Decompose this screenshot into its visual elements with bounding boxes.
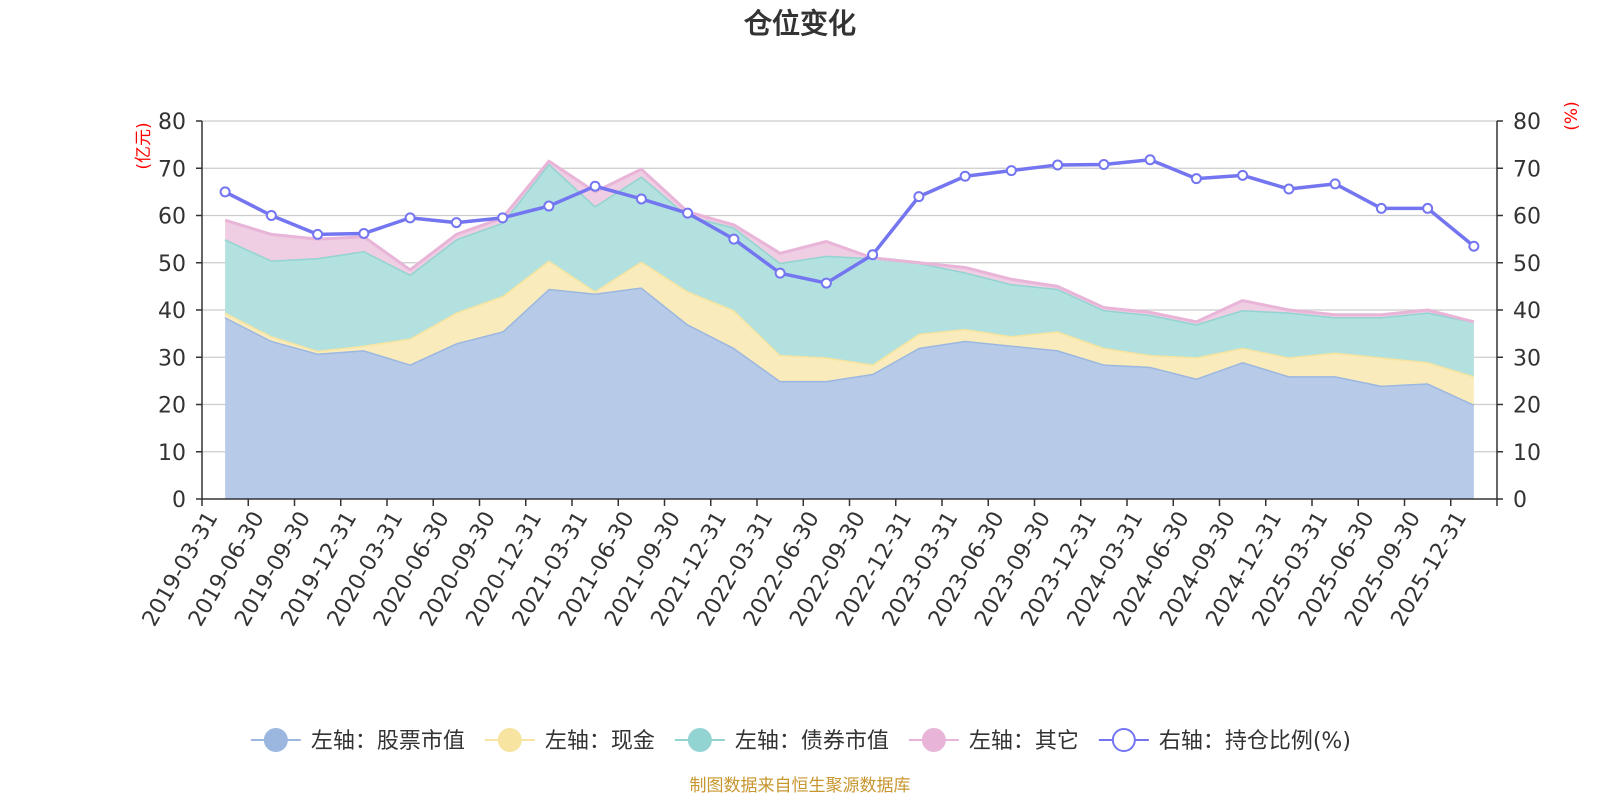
- legend-item[interactable]: 左轴：股票市值: [250, 728, 465, 754]
- legend-marker: [1111, 728, 1136, 752]
- legend-label: 右轴：持仓比例(%): [1159, 729, 1351, 754]
- legend-item[interactable]: 左轴：债券市值: [674, 728, 889, 754]
- line-point: [1468, 240, 1480, 252]
- position-ratio-line: [219, 154, 1480, 289]
- legend: 左轴：股票市值 左轴：现金 左轴：债券市值 左轴：其它 右轴：持仓比例(%): [250, 728, 1351, 754]
- legend-item[interactable]: 右轴：持仓比例(%): [1098, 728, 1351, 754]
- legend-marker: [687, 728, 712, 752]
- left-axis-tick-label: 0: [172, 488, 186, 513]
- line-point: [913, 191, 925, 203]
- right-axis-tick-label: 50: [1513, 252, 1541, 277]
- line-point: [1422, 202, 1434, 214]
- legend-marker: [497, 728, 522, 752]
- right-axis-tick-label: 0: [1513, 488, 1527, 513]
- legend-label: 左轴：债券市值: [735, 729, 889, 754]
- line-point: [820, 277, 832, 289]
- right-axis-tick-label: 10: [1513, 441, 1541, 466]
- area-左轴：现金: [225, 260, 1474, 405]
- line-point: [959, 170, 971, 182]
- legend-label: 左轴：股票市值: [311, 729, 465, 754]
- left-axis-tick-label: 50: [158, 252, 186, 277]
- chart-title: 仓位变化: [744, 7, 856, 40]
- line-point: [728, 233, 740, 245]
- legend-item[interactable]: 左轴：现金: [484, 728, 655, 754]
- legend-label: 左轴：现金: [545, 729, 655, 754]
- left-axis-tick-label: 20: [158, 394, 186, 419]
- line-point: [497, 212, 509, 224]
- line-point: [1098, 158, 1110, 170]
- right-axis-tick-label: 70: [1513, 157, 1541, 182]
- line-point: [265, 210, 277, 221]
- line-point: [1329, 178, 1341, 190]
- left-axis-tick-label: 80: [158, 110, 186, 135]
- line-右轴：持仓比例(%): [224, 158, 1475, 285]
- legend-item[interactable]: 左轴：其它: [908, 728, 1079, 754]
- line-point: [1052, 159, 1064, 171]
- line-point: [1190, 173, 1202, 185]
- left-axis-tick-label: 60: [158, 205, 186, 230]
- line-point: [1005, 165, 1017, 177]
- right-axis-unit: (%): [1562, 101, 1582, 130]
- legend-marker: [263, 728, 288, 752]
- line-point: [635, 193, 647, 205]
- line-point: [682, 207, 694, 219]
- right-axis-tick-label: 20: [1513, 394, 1541, 419]
- left-axis-unit: (亿元): [134, 122, 154, 169]
- line-point: [589, 180, 601, 192]
- line-point: [543, 200, 555, 212]
- left-axis-tick-label: 40: [158, 299, 186, 324]
- right-axis-tick-label: 60: [1513, 205, 1541, 230]
- line-point: [1237, 169, 1249, 181]
- line-point: [1375, 202, 1387, 214]
- line-point: [404, 212, 416, 224]
- line-point: [219, 186, 231, 198]
- area-左轴：股票市值: [225, 287, 1474, 499]
- source-note: 制图数据来自恒生聚源数据库: [690, 776, 911, 796]
- right-axis-tick-label: 80: [1513, 110, 1541, 135]
- line-point: [358, 227, 370, 239]
- line-point: [1283, 183, 1295, 195]
- right-axis-tick-label: 40: [1513, 299, 1541, 324]
- line-point: [1144, 154, 1156, 166]
- right-axis-tick-label: 30: [1513, 346, 1541, 371]
- stacked-areas: [224, 159, 1475, 499]
- line-point: [312, 228, 324, 240]
- area-edge-左轴：其它: [224, 159, 1475, 324]
- left-axis-tick-label: 70: [158, 157, 186, 182]
- legend-marker: [921, 728, 946, 752]
- line-point: [774, 267, 786, 279]
- legend-label: 左轴：其它: [969, 729, 1079, 754]
- line-point: [867, 249, 879, 261]
- left-axis-tick-label: 30: [158, 346, 186, 371]
- left-axis-tick-label: 10: [158, 441, 186, 466]
- line-point: [450, 217, 462, 229]
